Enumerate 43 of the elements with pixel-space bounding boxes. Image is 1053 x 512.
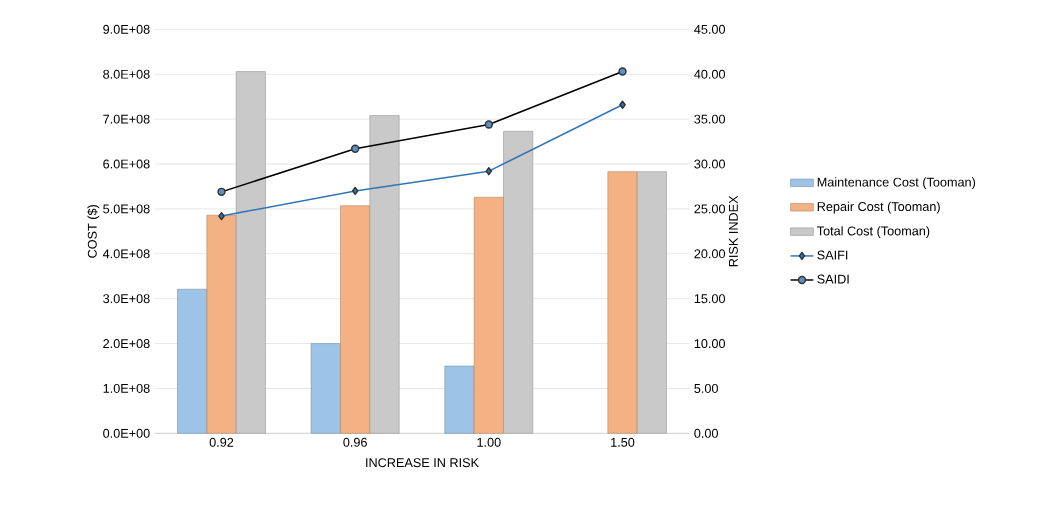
y-tick-label: 3.0E+08 — [103, 294, 150, 304]
point — [218, 211, 225, 221]
y-tick-label: 6.0E+08 — [103, 159, 150, 169]
y-tick-label: 7.0E+08 — [103, 114, 150, 124]
point — [351, 186, 359, 196]
legend-label: Maintenance Cost (Tooman) — [817, 177, 976, 190]
bar — [473, 196, 504, 434]
y-tick-label: 5.0E+08 — [103, 204, 150, 214]
x-axis-title: INCREASE IN RISK — [366, 458, 479, 468]
x-tick-label: 0.96 — [343, 437, 367, 447]
legend-label: SAIDI — [817, 274, 849, 284]
y2-tick-label: 40.00 — [694, 69, 726, 79]
legend-label: Total Cost (Tooman) — [817, 226, 930, 238]
bar — [444, 365, 475, 434]
bar — [310, 343, 341, 434]
y2-tick-label: 30.00 — [694, 159, 726, 169]
y-axis-title: COST ($) — [87, 205, 100, 258]
y2-tick-label: 15.00 — [694, 294, 726, 304]
y-tick-label: 1.0E+08 — [103, 383, 150, 393]
bar — [607, 171, 638, 434]
y2-tick-label: 20.00 — [694, 249, 726, 259]
x-tick-label: 1.00 — [477, 437, 501, 447]
legend-label: SAIFI — [817, 250, 848, 260]
bar — [177, 288, 208, 434]
bar — [206, 214, 237, 434]
y2-tick-label: 45.00 — [694, 24, 726, 34]
y-tick-label: 4.0E+08 — [102, 249, 150, 259]
y2-tick-label: 0.00 — [694, 428, 718, 438]
y-tick-label: 9.0E+08 — [103, 24, 150, 34]
point — [485, 166, 493, 176]
y2-axis-title: RISK INDEX — [728, 195, 738, 267]
bar — [340, 205, 371, 434]
y-tick-label: 8.0E+08 — [103, 69, 150, 79]
y2-tick-label: 10.00 — [694, 339, 726, 349]
y2-tick-label: 25.00 — [694, 204, 726, 214]
legend-label: Repair Cost (Tooman) — [817, 201, 940, 214]
y2-tick-label: 5.00 — [694, 383, 718, 393]
y2-tick-label: 35.00 — [694, 114, 726, 124]
x-tick-label: 0.92 — [209, 437, 234, 447]
x-tick-label: 1.50 — [611, 437, 635, 447]
point — [619, 100, 626, 109]
y-tick-label: 2.0E+08 — [103, 339, 150, 349]
y-tick-label: 0.0E+00 — [103, 428, 150, 438]
